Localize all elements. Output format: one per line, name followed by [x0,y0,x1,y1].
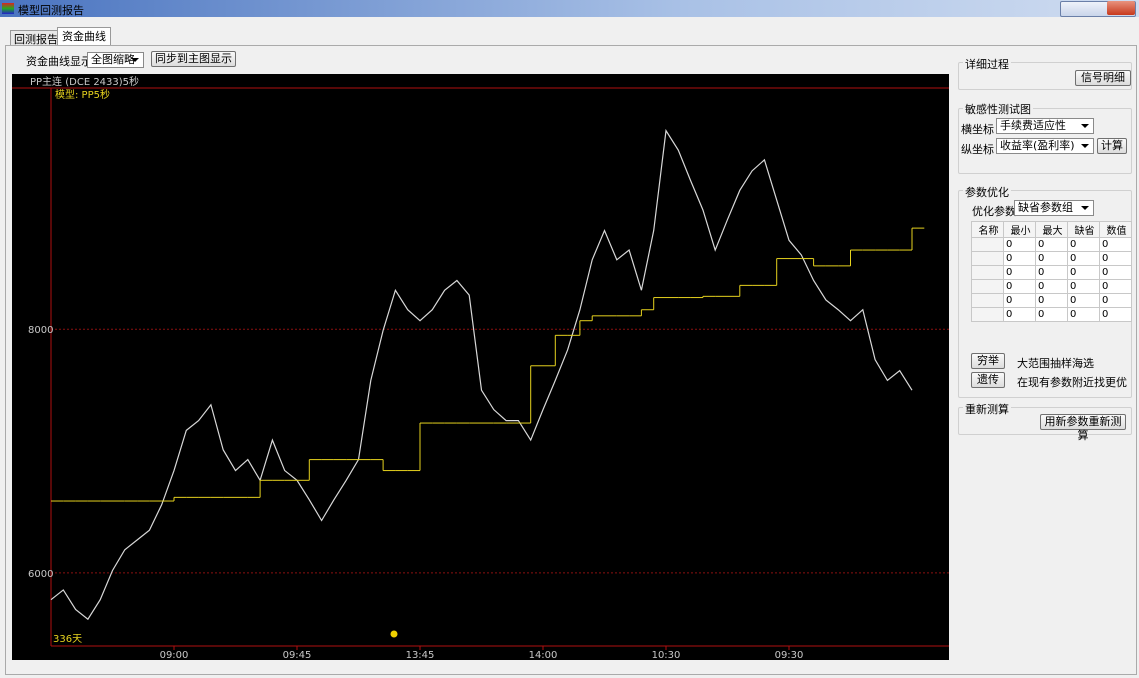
toolbar-label: 资金曲线显示 [26,55,92,68]
window-title: 模型回测报告 [18,4,84,17]
param-cell: 0 [1003,265,1036,280]
sync-button[interactable]: 同步到主图显示 [151,51,236,67]
param-cell: 0 [1067,251,1100,266]
group-title: 参数优化 [963,184,1011,200]
x-tick-label: 09:30 [775,650,804,660]
column-header: 数值 [1099,221,1132,238]
param-cell: 0 [1003,293,1036,308]
x-tick-label: 09:45 [283,650,312,660]
param-cell: 0 [1035,293,1068,308]
display-select[interactable]: 全图缩略 [87,52,144,68]
group-title: 敏感性测试图 [963,101,1033,117]
param-cell: 0 [1099,237,1132,252]
x-tick-label: 13:45 [406,650,435,660]
param-cell: 0 [1067,307,1100,322]
param-cell: 0 [1003,251,1036,266]
column-header: 名称 [971,221,1004,238]
param-cell: 0 [1067,279,1100,294]
param-cell: 0 [1035,251,1068,266]
app-icon [2,3,14,14]
model-label: 模型: PP5秒 [55,88,110,101]
x-tick-label: 10:30 [652,650,681,660]
sensitivity-group [958,108,1132,174]
recalc-group [958,407,1132,435]
field-label: 纵坐标 [961,143,994,156]
name-cell [971,307,1004,322]
tab-active[interactable]: 资金曲线 [57,27,111,45]
x-tick-label: 14:00 [529,650,558,660]
param-cell: 0 [1003,307,1036,322]
param-cell: 0 [1067,237,1100,252]
column-header: 缺省 [1067,221,1100,238]
tab[interactable]: 回测报告 [10,30,62,46]
group-title: 详细过程 [963,56,1011,72]
x-tick-label: 09:00 [160,650,189,660]
name-cell [971,237,1004,252]
param-cell: 0 [1099,251,1132,266]
param-cell: 0 [1035,237,1068,252]
y-tick-label: 8000 [28,325,53,336]
x-select[interactable]: 手续费适应性 [996,118,1094,134]
y-select[interactable]: 收益率(盈利率) [996,138,1094,154]
param-cell: 0 [1003,279,1036,294]
exhaustive-button[interactable]: 穷举 [971,353,1005,369]
param-cell: 0 [1003,237,1036,252]
group-title: 重新测算 [963,401,1011,417]
y-tick-label: 6000 [28,569,53,580]
field-label: 横坐标 [961,123,994,136]
signal-detail-button[interactable]: 信号明细 [1075,70,1131,86]
name-cell [971,251,1004,266]
recalc-button[interactable]: 用新参数重新测算 [1040,414,1126,442]
column-header: 最大 [1035,221,1068,238]
name-cell [971,293,1004,308]
title-bar: 模型回测报告 [0,0,1139,17]
days-label: 336天 [53,634,82,645]
header-row: 名称 最小 最大 缺省 数值 [971,221,1132,238]
field-label: 优化参数 [972,205,1016,218]
param-cell: 0 [1035,265,1068,280]
name-cell [971,279,1004,294]
genetic-button[interactable]: 遗传 [971,372,1005,388]
detail-group [958,62,1132,90]
tab-body [5,45,1137,675]
price-line [50,128,913,621]
exhaustive-text: 大范围抽样海选 [1017,357,1094,370]
column-header: 最小 [1003,221,1036,238]
param-cell: 0 [1035,279,1068,294]
param-table: 名称 最小 最大 缺省 数值 0 0 0 0 0 0 0 0 0 0 0 0 0 0 0 0 0 0 0 0 0 0 0 0 [971,221,1132,322]
param-cell: 0 [1099,279,1132,294]
marker-dot [390,630,398,638]
calc-button[interactable]: 计算 [1097,138,1127,154]
param-cell: 0 [1099,265,1132,280]
param-select[interactable]: 缺省参数组 [1014,200,1094,216]
param-cell: 0 [1067,265,1100,280]
chart-bg [12,74,949,660]
close-button[interactable] [1107,1,1135,15]
genetic-text: 在现有参数附近找更优 [1017,376,1127,389]
param-cell: 0 [1099,293,1132,308]
param-cell: 0 [1099,307,1132,322]
chart: PP主连 (DCE 2433)5秒 模型: PP5秒 336天 6000 8000… [12,74,949,660]
name-cell [971,265,1004,280]
param-cell: 0 [1067,293,1100,308]
param-cell: 0 [1035,307,1068,322]
chart-header: PP主连 (DCE 2433)5秒 [30,75,139,88]
